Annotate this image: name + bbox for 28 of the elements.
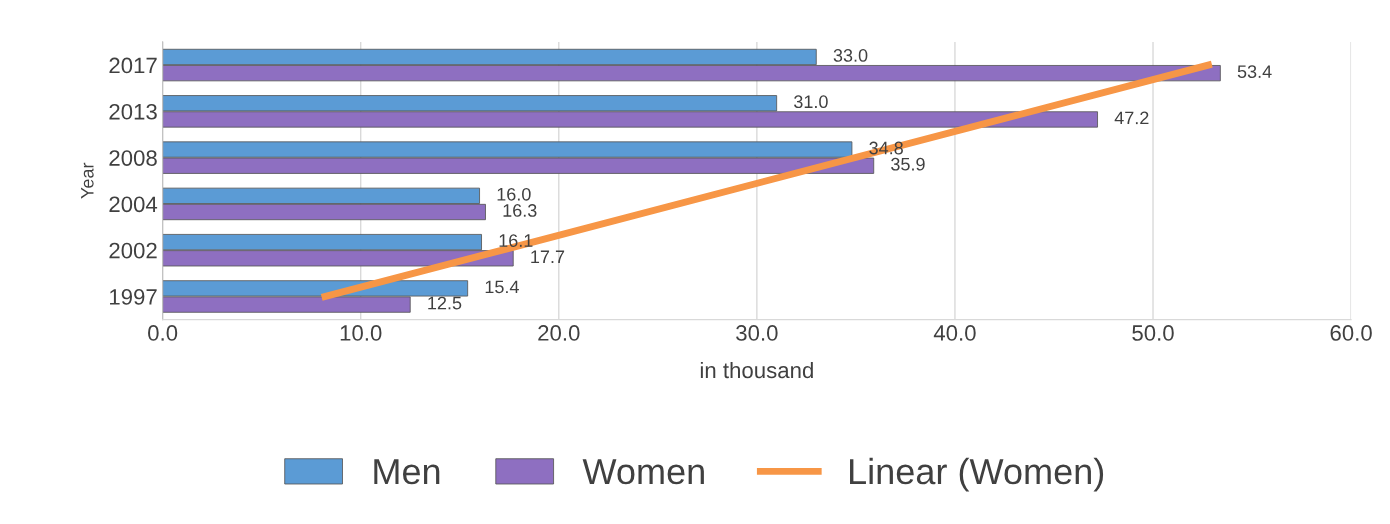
x-tick-label: 0.0 (148, 325, 178, 341)
x-tick-label: 40.0 (933, 325, 976, 341)
y-tick-label: 2004 (109, 196, 158, 213)
data-label: 47.2 (1114, 111, 1149, 125)
data-label: 53.4 (1237, 65, 1272, 79)
data-label: 16.0 (497, 187, 531, 201)
x-axis-title: in thousand (700, 361, 813, 379)
data-label: 33.0 (833, 49, 868, 62)
y-tick-label: 2017 (109, 57, 157, 74)
data-label: 31.0 (794, 95, 828, 109)
data-label: 35.9 (891, 157, 925, 171)
legend-label: Linear (Women) (850, 457, 1104, 492)
y-tick-label: 2002 (109, 242, 157, 259)
y-tick-label: 2008 (109, 150, 157, 166)
y-tick-label: 1997 (110, 289, 157, 305)
legend-label: Men (374, 459, 440, 485)
y-axis-title: Year (81, 162, 94, 199)
x-tick-label: 10.0 (340, 325, 382, 341)
data-label: 15.4 (485, 280, 519, 294)
data-label: 17.7 (531, 250, 565, 263)
x-tick-label: 60.0 (1330, 325, 1372, 341)
x-tick-label: 30.0 (736, 325, 778, 341)
data-label: 16.3 (503, 204, 537, 217)
x-tick-label: 50.0 (1132, 325, 1174, 341)
x-tick-label: 20.0 (538, 325, 580, 341)
data-label: 12.5 (428, 296, 462, 310)
y-tick-label: 2013 (109, 103, 157, 120)
legend-label: Women (582, 459, 704, 485)
